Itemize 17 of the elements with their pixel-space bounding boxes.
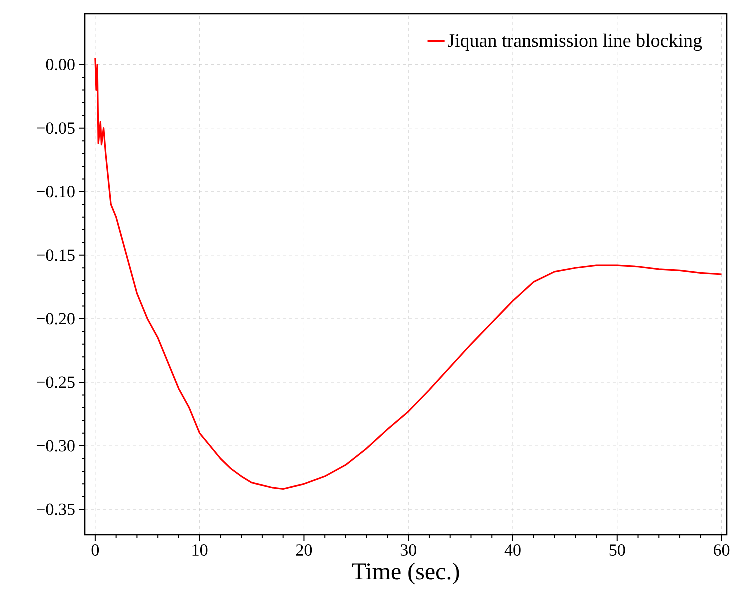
x-tick-label: 0 [92,544,100,556]
x-tick-label: 10 [192,544,208,556]
x-axis-title: Time (sec.) [352,562,460,585]
y-tick-label: −0.10 [36,186,75,198]
y-tick-label: −0.35 [36,504,75,516]
x-tick-label: 50 [610,544,626,556]
x-tick-label: 40 [504,544,521,556]
y-tick-label: 0.00 [46,59,75,71]
x-tick-label: 60 [714,544,730,556]
y-tick-label: −0.20 [36,313,75,325]
y-tick-label: −0.05 [36,122,75,134]
legend-label: Jiquan transmission line blocking [448,34,702,52]
y-tick-label: −0.15 [36,250,75,262]
x-tick-label: 20 [296,544,312,556]
x-tick-label: 30 [400,544,416,556]
y-tick-label: −0.25 [36,376,75,388]
y-tick-label: −0.30 [36,440,75,452]
